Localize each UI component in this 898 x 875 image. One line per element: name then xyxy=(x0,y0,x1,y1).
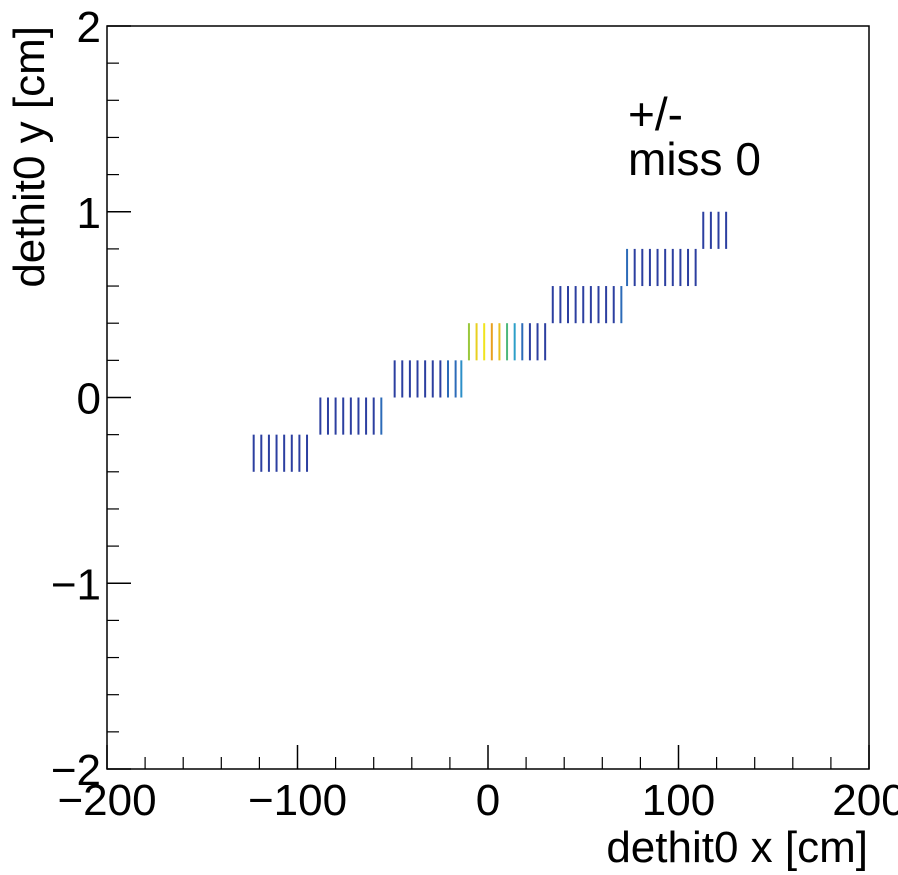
y-tick-label: 1 xyxy=(77,189,101,238)
y-tick-label: 0 xyxy=(77,375,101,424)
tick-labels: −200 −100 0 100 200 −2 −1 0 1 2 xyxy=(51,3,898,825)
axis-ticks xyxy=(106,25,870,770)
x-tick-label: 0 xyxy=(476,776,500,825)
x-tick-label: 100 xyxy=(642,776,715,825)
y-tick-label: −1 xyxy=(51,560,101,609)
x-axis-label: dethit0 x [cm] xyxy=(606,823,868,872)
x-tick-label: 200 xyxy=(832,776,898,825)
y-tick-label: 2 xyxy=(77,3,101,52)
data-marks xyxy=(252,211,728,472)
annotation-miss: miss 0 xyxy=(628,133,761,185)
y-axis-label: dethit0 y [cm] xyxy=(5,26,54,288)
x-tick-label: −200 xyxy=(57,776,156,825)
x-tick-label: −100 xyxy=(248,776,347,825)
y-tick-label: −2 xyxy=(51,746,101,795)
annotation-charge: +/- xyxy=(628,88,683,140)
